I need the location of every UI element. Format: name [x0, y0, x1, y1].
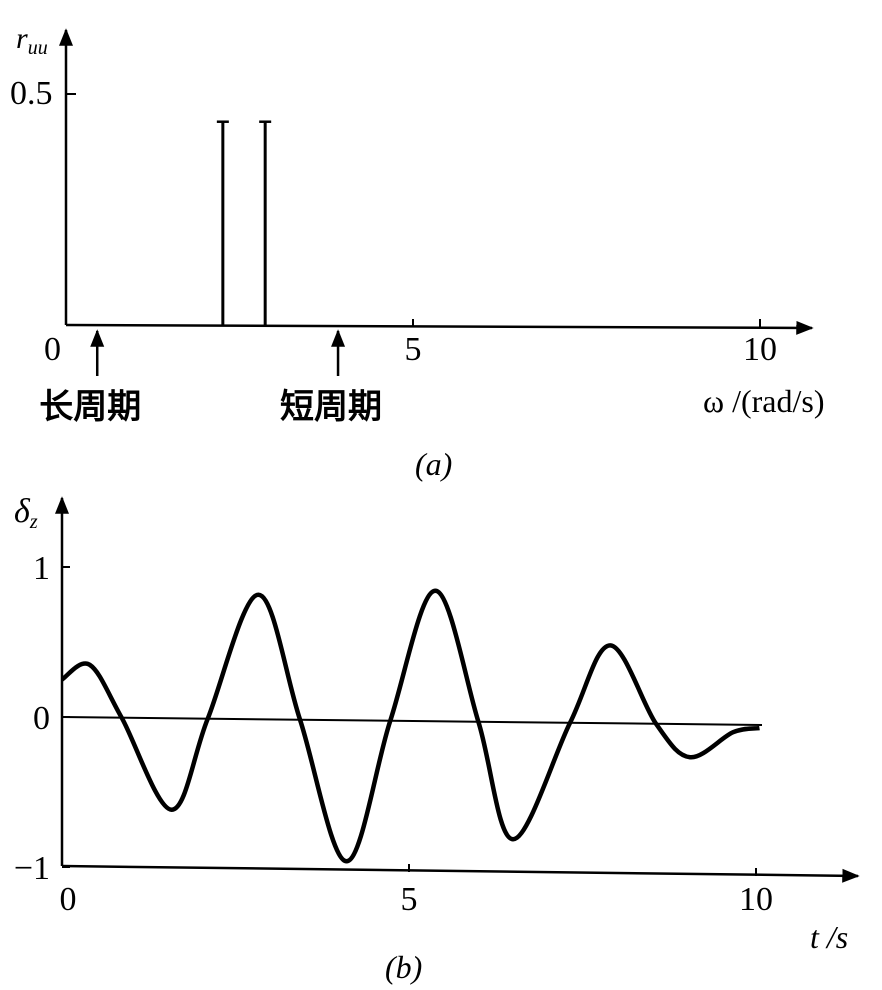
chart-a-xlabel: ω /(rad/s) [703, 383, 824, 419]
chart-b: δz 10−1 0 5 10 t /s (b) [14, 493, 860, 985]
chart-b-xlabel: t /s [810, 919, 848, 955]
chart-a-x-axis [65, 320, 814, 335]
chart-b-ytick-label: −1 [14, 850, 50, 887]
chart-b-caption: (b) [385, 949, 422, 985]
chart-a-xtick-label-0: 0 [44, 331, 61, 368]
chart-b-x-axis [61, 864, 860, 883]
chart-a-caption: (a) [415, 446, 452, 482]
chart-b-xtick-label: 0 [60, 881, 77, 918]
chart-b-series-line [60, 588, 760, 864]
chart-b-ytick-label: 0 [33, 700, 50, 737]
chart-a-ytick-label: 0.5 [10, 75, 53, 112]
chart-a-xtick-label: 10 [743, 331, 777, 368]
chart-a-xtick-label: 5 [405, 331, 422, 368]
chart-b-ylabel: δz [14, 493, 38, 533]
chart-a: ruu 0.5 0 5 10 长周期 短周期 ω /(rad/s) (a) [10, 22, 824, 482]
chart-b-xtick-label: 5 [401, 881, 418, 918]
chart-a-annotation-label: 长周期 [39, 387, 141, 427]
chart-b-xtick-label: 10 [739, 881, 773, 918]
chart-b-ytick-label: 1 [33, 550, 50, 587]
chart-b-zero-line [61, 716, 763, 726]
chart-a-ylabel: ruu [16, 22, 48, 59]
chart-a-annotation-label: 短周期 [280, 387, 382, 427]
